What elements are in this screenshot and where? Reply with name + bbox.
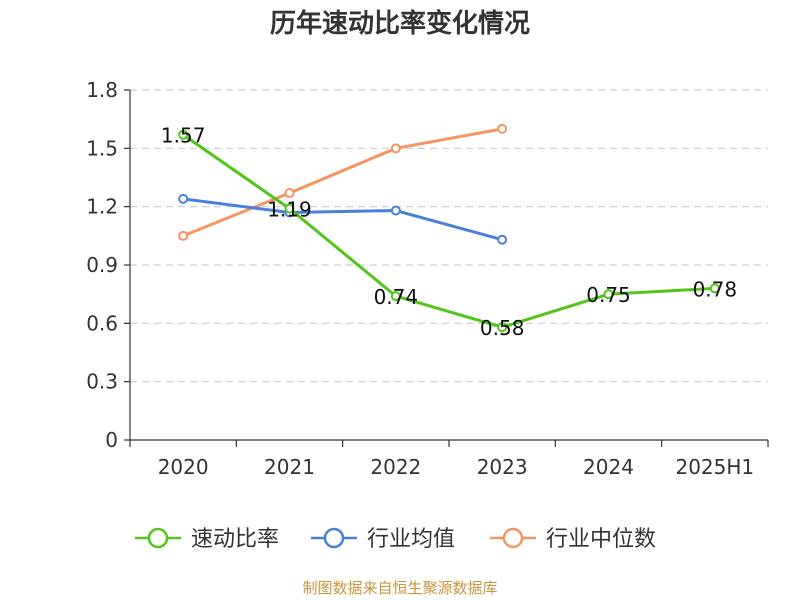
data-point [603,289,614,300]
series-line-2 [182,127,503,238]
y-tick-label: 1.8 [86,78,118,102]
data-point [284,203,295,214]
source-note: 制图数据来自恒生聚源数据库 [302,579,497,597]
x-tick-label: 2025H1 [675,455,754,479]
data-label: 0.58 [480,316,525,340]
series-line-1 [182,197,503,242]
x-tick-label: 2021 [264,455,315,479]
x-tick-label: 2024 [583,455,634,479]
data-point [390,205,401,216]
data-label: 0.75 [586,283,631,307]
data-label: 1.19 [267,198,312,222]
y-tick-label: 0 [105,428,118,452]
legend: 速动比率 行业均值 行业中位数 [135,527,656,552]
legend-label: 行业中位数 [546,527,656,552]
grid-lines [130,89,768,383]
y-tick-label: 0.6 [86,311,118,335]
data-point [497,322,508,333]
data-label: 0.74 [374,285,419,309]
axes: 0 0.3 0.6 0.9 1.2 1.5 1.8 2020 2021 2022 2023 2024 2… [86,78,769,479]
data-point [178,230,189,241]
data-point [178,129,189,140]
legend-label: 速动比率 [191,527,279,552]
x-tick-label: 2020 [158,455,209,479]
legend-marker [323,527,345,549]
legend-marker [502,527,524,549]
y-tick-label: 0.9 [86,253,118,277]
data-point [497,234,508,245]
data-point [178,193,189,204]
legend-label: 行业均值 [367,527,455,552]
data-point [497,123,508,134]
data-point [390,143,401,154]
x-tick-label: 2023 [477,455,528,479]
x-tick-label: 2022 [370,455,421,479]
data-point [709,283,720,294]
series-lines [178,123,720,333]
data-label: 0.78 [693,277,738,301]
y-tick-label: 0.3 [86,370,118,394]
series-line-0 [182,133,715,329]
y-tick-label: 1.2 [86,195,118,219]
data-label: 1.57 [161,124,206,148]
y-tick-label: 1.5 [86,136,118,160]
chart-title: 历年速动比率变化情况 [270,8,530,39]
legend-marker [147,527,169,549]
data-labels: 1.57 1.19 0.74 0.58 0.75 0.78 [161,124,737,341]
data-point [390,291,401,302]
data-point [284,188,295,199]
